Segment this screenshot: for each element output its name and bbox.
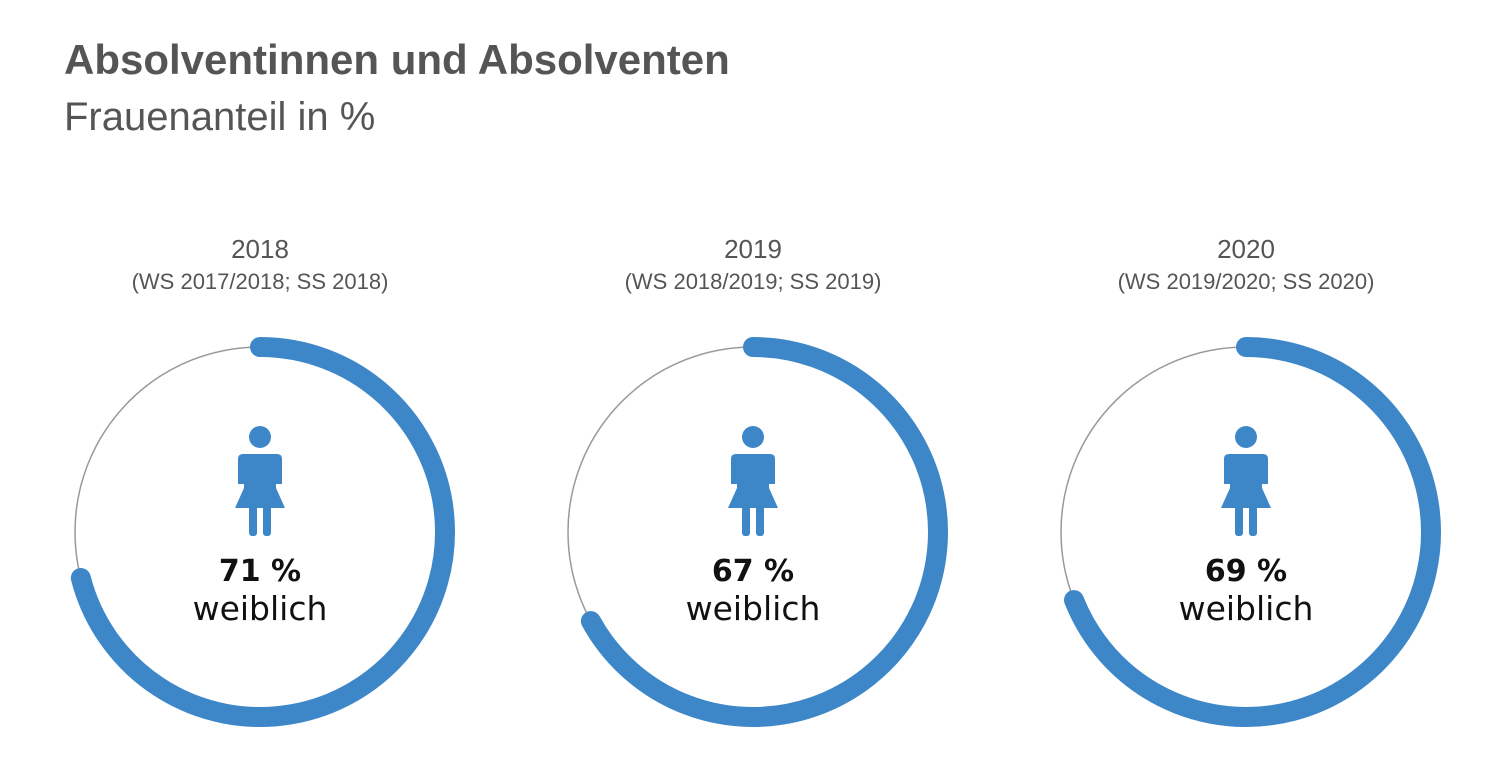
semester-label: (WS 2019/2020; SS 2020) [1118,269,1375,294]
female-figure-icon [1221,426,1271,536]
year-label: 2018 [231,234,289,264]
icon-body [235,454,285,508]
icon-body [728,454,778,508]
icon-leg-right [1249,506,1257,536]
year-label: 2020 [1217,234,1275,264]
value-label: 69 % [1205,554,1287,589]
donut-arc-2019 [580,337,948,727]
donut-group-2018: 2018 (WS 2017/2018; SS 2018) 71 %weiblich [70,234,455,727]
icon-leg-left [742,506,750,536]
icon-leg-right [756,506,764,536]
icon-leg-right [263,506,271,536]
icon-leg-left [1235,506,1243,536]
donut-group-2019: 2019 (WS 2018/2019; SS 2019) 67 %weiblich [567,234,948,727]
year-label: 2019 [724,234,782,264]
semester-label: (WS 2018/2019; SS 2019) [625,269,882,294]
female-figure-icon [728,426,778,536]
icon-head [249,426,271,448]
caption-label: weiblich [193,589,328,628]
donut-arc-2018 [70,337,455,727]
caption-label: weiblich [686,589,821,628]
donut-group-2020: 2020 (WS 2019/2020; SS 2020) 69 %weiblich [1060,234,1441,727]
icon-leg-left [249,506,257,536]
donut-arc-2020 [1063,337,1441,727]
value-label: 71 % [219,554,301,589]
icon-head [742,426,764,448]
icon-head [1235,426,1257,448]
female-figure-icon [235,426,285,536]
caption-label: weiblich [1179,589,1314,628]
value-label: 67 % [712,554,794,589]
chart-subtitle: Frauenanteil in % [64,95,376,139]
chart-title: Absolventinnen und Absolventen [64,36,730,83]
semester-label: (WS 2017/2018; SS 2018) [132,269,389,294]
icon-body [1221,454,1271,508]
